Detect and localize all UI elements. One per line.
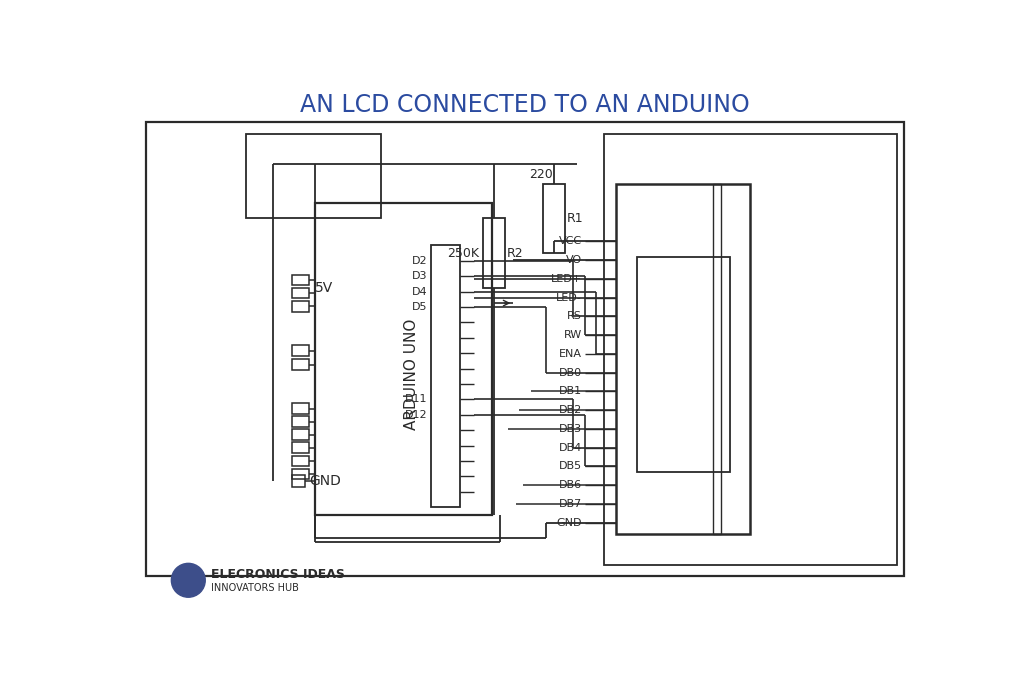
Bar (292, 456, 309, 466)
Text: D2: D2 (412, 256, 428, 266)
Text: ARDUINO UNO: ARDUINO UNO (404, 319, 419, 430)
Bar (292, 416, 309, 427)
Text: DB5: DB5 (559, 461, 582, 471)
Bar (315, 203, 493, 515)
Text: DB7: DB7 (558, 499, 582, 509)
Bar (292, 346, 309, 356)
Bar (146, 122, 903, 576)
Text: DB0: DB0 (559, 367, 582, 378)
Text: LED-: LED- (556, 293, 582, 302)
Bar (292, 475, 304, 487)
Text: 220: 220 (529, 168, 553, 181)
Bar (292, 429, 309, 440)
Bar (292, 275, 309, 285)
Text: D5: D5 (413, 302, 428, 312)
Bar (604, 134, 897, 565)
Text: ENA: ENA (559, 349, 582, 359)
Bar (431, 245, 460, 507)
Bar (544, 184, 565, 253)
Bar (615, 184, 751, 534)
Bar (292, 301, 309, 312)
Text: VCC: VCC (559, 236, 582, 247)
Bar (292, 468, 309, 480)
Text: 5V: 5V (315, 281, 334, 295)
Circle shape (171, 563, 205, 597)
Text: AN LCD CONNECTED TO AN ANDUINO: AN LCD CONNECTED TO AN ANDUINO (300, 93, 750, 117)
Text: R1: R1 (567, 212, 584, 225)
Text: VO: VO (565, 255, 582, 266)
Bar (714, 184, 721, 534)
Text: DB2: DB2 (558, 405, 582, 415)
Text: D4: D4 (412, 286, 428, 296)
Text: RS: RS (567, 312, 582, 321)
Text: 250K: 250K (447, 247, 479, 259)
Text: D12: D12 (406, 410, 428, 420)
Text: GND: GND (556, 518, 582, 528)
Text: R2: R2 (507, 247, 523, 259)
Bar (637, 257, 730, 473)
Text: D3: D3 (413, 271, 428, 281)
Bar (246, 134, 381, 218)
Bar (483, 218, 505, 288)
Text: ELECRONICS IDEAS: ELECRONICS IDEAS (211, 568, 345, 581)
Text: LED+: LED+ (551, 274, 582, 284)
Bar (292, 359, 309, 370)
Bar (292, 288, 309, 298)
Text: D11: D11 (406, 395, 428, 404)
Text: DB1: DB1 (559, 386, 582, 397)
Text: RW: RW (563, 330, 582, 340)
Text: DB6: DB6 (559, 480, 582, 490)
Text: DB3: DB3 (559, 424, 582, 434)
Bar (292, 443, 309, 453)
Text: INNOVATORS HUB: INNOVATORS HUB (211, 583, 299, 593)
Text: DB4: DB4 (558, 443, 582, 452)
Bar (292, 403, 309, 414)
Text: GND: GND (309, 474, 341, 488)
